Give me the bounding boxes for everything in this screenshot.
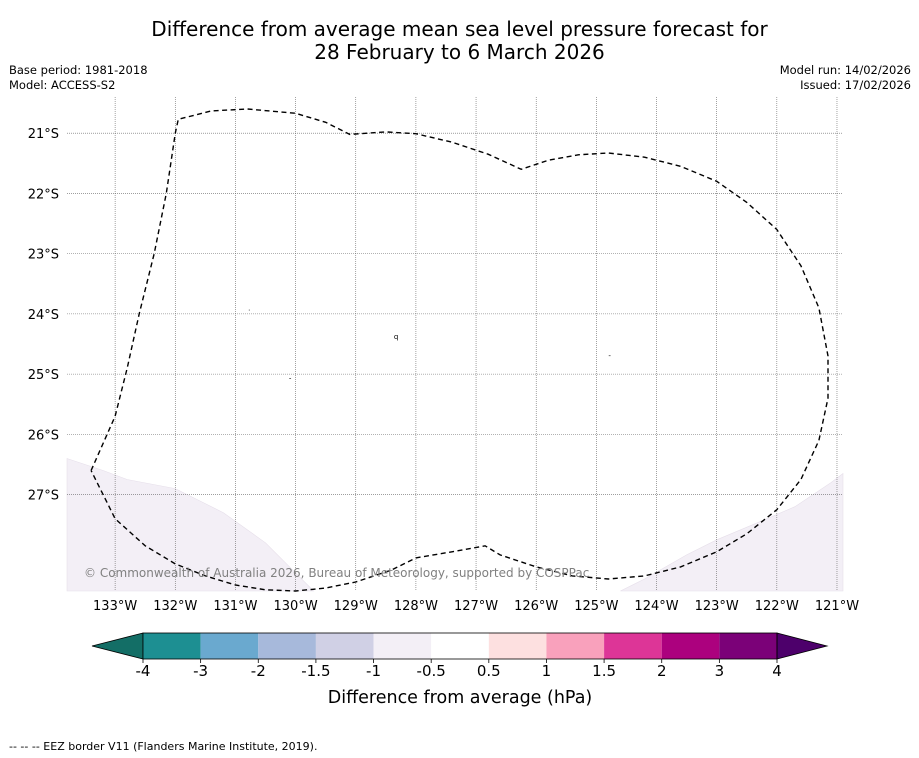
colorbar-tick-label: 2 bbox=[657, 662, 667, 680]
island-marker: - bbox=[608, 352, 611, 360]
colorbar-tick-label: 3 bbox=[715, 662, 725, 680]
eez-border bbox=[90, 108, 829, 592]
colorbar-tick-label: 1 bbox=[542, 662, 552, 680]
colorbar-tick-label: -4 bbox=[136, 662, 151, 680]
longitude-label: 121°W bbox=[815, 599, 859, 614]
colorbar-segment bbox=[488, 633, 547, 659]
issued-date: Issued: 17/02/2026 bbox=[800, 77, 911, 92]
title-line-1: Difference from average mean sea level p… bbox=[151, 17, 768, 41]
longitude-label: 124°W bbox=[634, 599, 678, 614]
base-period: Base period: 1981-2018 bbox=[9, 63, 148, 77]
longitude-label: 122°W bbox=[755, 599, 799, 614]
colorbar-tick-label: -1 bbox=[366, 662, 381, 680]
latitude-label: 24°S bbox=[28, 308, 59, 323]
colorbar-segment bbox=[546, 633, 605, 659]
eez-legend: -- -- -- EEZ border V11 (Flanders Marine… bbox=[9, 740, 318, 753]
latitude-labels: 21°S 22°S 23°S 24°S 25°S 26°S 27°S bbox=[28, 127, 59, 503]
copyright-notice: © Commonwealth of Australia 2026, Bureau… bbox=[84, 566, 589, 580]
longitude-label: 131°W bbox=[213, 599, 257, 614]
colorbar-segment bbox=[373, 633, 432, 659]
latitude-label: 21°S bbox=[28, 127, 59, 142]
colorbar-outline bbox=[142, 632, 778, 660]
longitude-label: 123°W bbox=[695, 599, 739, 614]
colorbar: -4 -3 -2 -1.5 -1 -0.5 0.5 1 1.5 2 3 4 bbox=[91, 632, 829, 680]
colorbar-segment bbox=[604, 633, 662, 659]
colorbar-tick-label: 1.5 bbox=[592, 662, 616, 680]
island-marker: · bbox=[248, 307, 250, 315]
meta-right: Model run: 14/02/2026 Issued: 17/02/2026 bbox=[780, 63, 911, 92]
anomaly-shading bbox=[66, 458, 844, 592]
colorbar-tick-label: -2 bbox=[251, 662, 266, 680]
latitude-label: 25°S bbox=[28, 368, 59, 383]
colorbar-segment bbox=[315, 633, 374, 659]
colorbar-segment bbox=[200, 633, 259, 659]
colorbar-tick-label: 4 bbox=[772, 662, 782, 680]
island-marker: q bbox=[394, 333, 398, 341]
colorbar-tick-label: -3 bbox=[193, 662, 208, 680]
colorbar-extend-low bbox=[91, 632, 144, 660]
longitude-label: 126°W bbox=[514, 599, 558, 614]
shade-region-east bbox=[620, 472, 844, 592]
latitude-label: 23°S bbox=[28, 248, 59, 263]
colorbar-tick-label: -0.5 bbox=[417, 662, 446, 680]
meta-left: Base period: 1981-2018 Model: ACCESS-S2 bbox=[9, 63, 148, 92]
colorbar-segment bbox=[661, 633, 720, 659]
colorbar-segment bbox=[431, 633, 489, 659]
colorbar-segment bbox=[719, 633, 777, 659]
colorbar-tick-label: 0.5 bbox=[477, 662, 501, 680]
model-run: Model run: 14/02/2026 bbox=[779, 63, 911, 77]
colorbar-tick-label: -1.5 bbox=[301, 662, 330, 680]
longitude-labels: 133°W 132°W 131°W 130°W 129°W 128°W 127°W 126°W… bbox=[93, 599, 859, 614]
latitude-label: 26°S bbox=[28, 428, 59, 443]
map-title: Difference from average mean sea level p… bbox=[0, 18, 919, 64]
longitude-label: 133°W bbox=[93, 599, 137, 614]
longitude-label: 132°W bbox=[153, 599, 197, 614]
longitude-label: 130°W bbox=[274, 599, 318, 614]
islands: · q - - bbox=[248, 307, 611, 383]
colorbar-extend-high bbox=[776, 632, 829, 660]
colorbar-label: Difference from average (hPa) bbox=[328, 688, 593, 708]
longitude-label: 125°W bbox=[574, 599, 618, 614]
latitude-label: 27°S bbox=[28, 489, 59, 504]
longitude-label: 129°W bbox=[334, 599, 378, 614]
graticule bbox=[67, 97, 843, 591]
colorbar-segment bbox=[143, 633, 201, 659]
latitude-label: 22°S bbox=[28, 187, 59, 202]
island-marker: - bbox=[289, 375, 292, 383]
colorbar-segment bbox=[258, 633, 316, 659]
model-name: Model: ACCESS-S2 bbox=[9, 77, 116, 92]
longitude-label: 127°W bbox=[454, 599, 498, 614]
longitude-label: 128°W bbox=[394, 599, 438, 614]
title-line-2: 28 February to 6 March 2026 bbox=[314, 40, 605, 64]
